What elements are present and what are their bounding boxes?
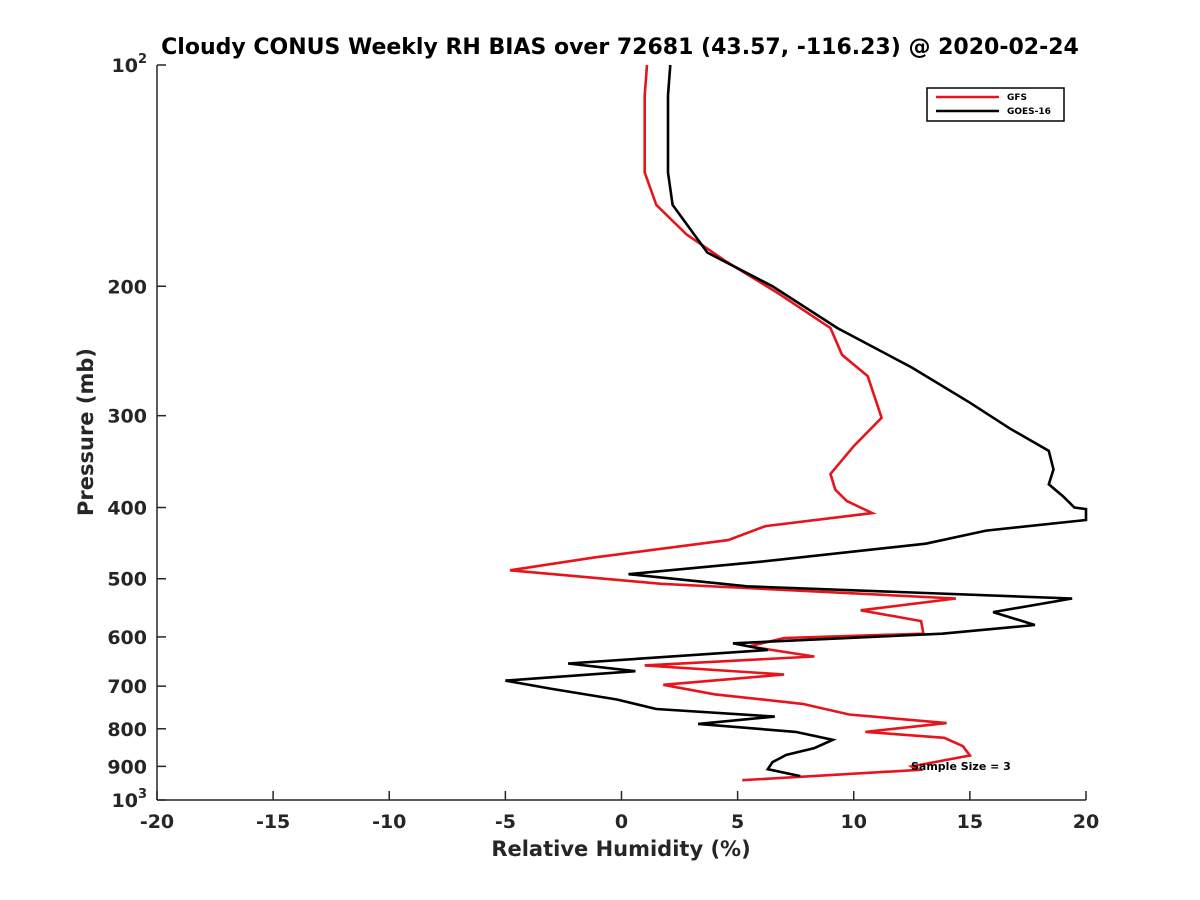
plot-area bbox=[505, 64, 1088, 782]
legend: GFS GOES-16 bbox=[926, 87, 1065, 122]
x-axis-ticks: -20 -15 -10 -5 0 5 10 15 20 bbox=[140, 791, 1099, 833]
y-tick-label: 103 bbox=[112, 787, 148, 812]
y-tick-label: 500 bbox=[107, 569, 147, 591]
x-tick-label: 0 bbox=[615, 811, 628, 833]
x-axis-label: Relative Humidity (%) bbox=[491, 837, 750, 861]
y-axis-ticks: 102 200 300 400 500 600 700 800 900 103 bbox=[107, 52, 166, 812]
x-tick-label: -20 bbox=[140, 811, 174, 833]
x-tick-label: 5 bbox=[731, 811, 744, 833]
sample-size-annotation: Sample Size = 3 bbox=[911, 760, 1011, 773]
series-line-gfs bbox=[509, 64, 973, 782]
x-tick-label: 15 bbox=[957, 811, 983, 833]
y-tick-label: 400 bbox=[107, 498, 147, 520]
y-tick-label: 900 bbox=[107, 756, 147, 778]
x-tick-label: 20 bbox=[1073, 811, 1099, 833]
series-line-goes-16 bbox=[505, 64, 1088, 778]
legend-label-gfs: GFS bbox=[1007, 93, 1027, 103]
y-tick-label: 800 bbox=[107, 719, 147, 741]
x-tick-label: -15 bbox=[256, 811, 290, 833]
x-tick-label: -10 bbox=[372, 811, 406, 833]
legend-label-goes16: GOES-16 bbox=[1007, 107, 1051, 117]
y-tick-label: 600 bbox=[107, 627, 147, 649]
y-axis-label: Pressure (mb) bbox=[74, 348, 98, 516]
y-tick-label: 102 bbox=[112, 52, 148, 77]
y-tick-label: 200 bbox=[107, 276, 147, 298]
x-tick-label: 10 bbox=[841, 811, 867, 833]
x-tick-label: -5 bbox=[495, 811, 516, 833]
chart-title: Cloudy CONUS Weekly RH BIAS over 72681 (… bbox=[161, 35, 1079, 60]
y-tick-label: 300 bbox=[107, 406, 147, 428]
legend-box bbox=[926, 87, 1065, 122]
y-tick-label: 700 bbox=[107, 676, 147, 698]
